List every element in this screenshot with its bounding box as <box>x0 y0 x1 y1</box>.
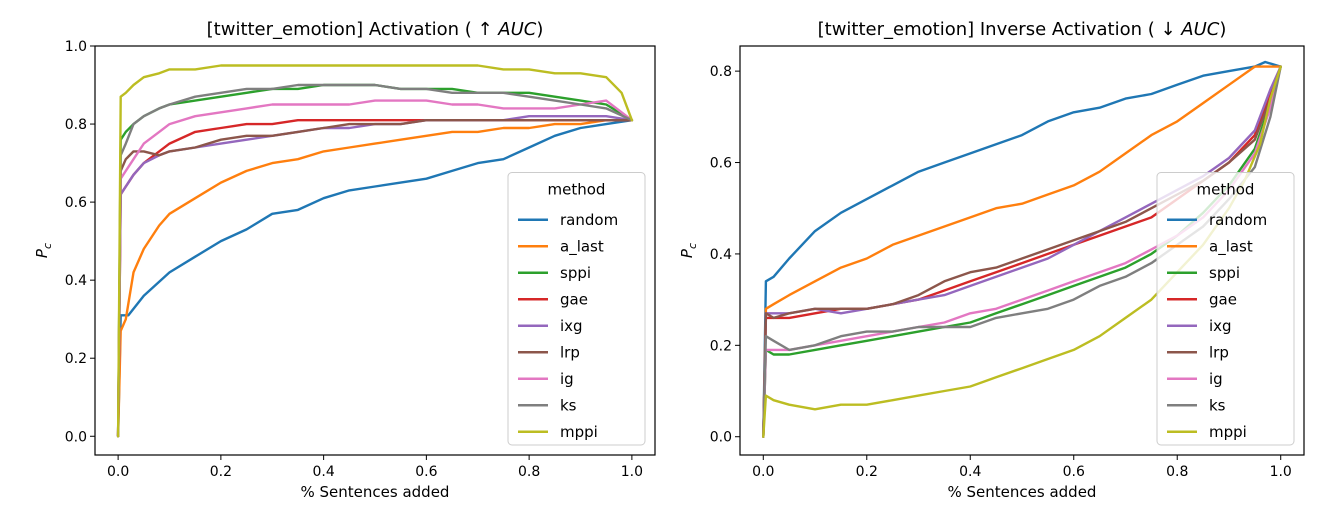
chart-title: [twitter_emotion] Inverse Activation ( ↓… <box>818 19 1227 40</box>
legend-label-a_last: a_last <box>560 237 604 256</box>
y-axis-label: Pc <box>33 243 54 258</box>
series-line-a_last <box>116 118 634 438</box>
y-tick-label: 0.0 <box>65 429 87 445</box>
legend-label-ixg: ixg <box>560 317 583 335</box>
x-axis-label: % Sentences added <box>301 483 450 501</box>
legend-label-gae: gae <box>560 290 588 308</box>
chart-2: 0.0 0.2 0.4 0.6 0.8 1.0 0.0 0.2 0.4 0.6 0.8 % Sente… <box>678 19 1305 501</box>
x-tick-label: 1.0 <box>1270 464 1292 480</box>
axes-frame <box>739 45 1305 456</box>
legend-label-gae: gae <box>1209 290 1237 308</box>
y-tick-label: 0.2 <box>65 351 87 367</box>
legend-label-ixg: ixg <box>1209 317 1232 335</box>
series-line-lrp <box>116 118 634 438</box>
y-tick-label: 0.6 <box>710 156 732 172</box>
x-axis-label: % Sentences added <box>948 483 1097 501</box>
series-line-a_last <box>762 65 1282 438</box>
x-tick-label: 0.8 <box>1166 464 1188 480</box>
legend-title: method <box>1197 181 1255 199</box>
x-tick-label: 0.2 <box>856 464 878 480</box>
x-tick-label: 0.6 <box>1063 464 1085 480</box>
legend-label-lrp: lrp <box>1209 343 1229 361</box>
series-line-mppi <box>116 64 634 438</box>
legend-label-ks: ks <box>1209 396 1226 414</box>
chart-title: [twitter_emotion] Activation ( ↑ AUC) <box>207 19 544 40</box>
x-tick-label: 0.4 <box>959 464 981 480</box>
y-tick-label: 0.6 <box>65 195 87 211</box>
axes-frame <box>94 45 656 456</box>
legend-label-random: random <box>1209 211 1267 229</box>
legend-label-mppi: mppi <box>1209 423 1247 441</box>
x-tick-label: 0.4 <box>312 464 334 480</box>
legend-label-lrp: lrp <box>560 343 580 361</box>
legend-title: method <box>548 181 606 199</box>
legend-label-mppi: mppi <box>560 423 598 441</box>
chart-1: 0.0 0.2 0.4 0.6 0.8 1.0 0.0 0.2 0.4 0.6 0.8 1.0 % Se… <box>33 19 656 501</box>
y-tick-label: 0.8 <box>65 117 87 133</box>
y-tick-label: 0.4 <box>65 273 87 289</box>
legend-label-ig: ig <box>1209 370 1223 388</box>
legend-label-sppi: sppi <box>560 264 591 282</box>
legend-label-ks: ks <box>560 396 577 414</box>
y-tick-label: 0.2 <box>710 338 732 354</box>
legend-box <box>1156 172 1295 446</box>
legend-label-sppi: sppi <box>1209 264 1240 282</box>
legend-box <box>507 172 646 446</box>
x-tick-label: 0.0 <box>752 464 774 480</box>
y-axis-label: Pc <box>678 243 699 258</box>
series-lines <box>116 64 634 438</box>
legend-label-a_last: a_last <box>1209 237 1253 256</box>
y-tick-label: 0.4 <box>710 247 732 263</box>
legend-label-ig: ig <box>560 370 574 388</box>
series-line-ig <box>116 99 634 438</box>
x-tick-label: 0.8 <box>518 464 540 480</box>
legend-label-random: random <box>560 211 618 229</box>
x-tick-label: 1.0 <box>621 464 643 480</box>
series-line-ks <box>116 83 634 438</box>
series-line-random <box>762 60 1282 438</box>
y-tick-label: 0.8 <box>710 64 732 80</box>
series-line-random <box>116 118 634 438</box>
x-tick-label: 0.0 <box>107 464 129 480</box>
x-tick-label: 0.2 <box>210 464 232 480</box>
x-tick-label: 0.6 <box>415 464 437 480</box>
y-tick-label: 1.0 <box>65 39 87 55</box>
y-tick-label: 0.0 <box>710 430 732 446</box>
